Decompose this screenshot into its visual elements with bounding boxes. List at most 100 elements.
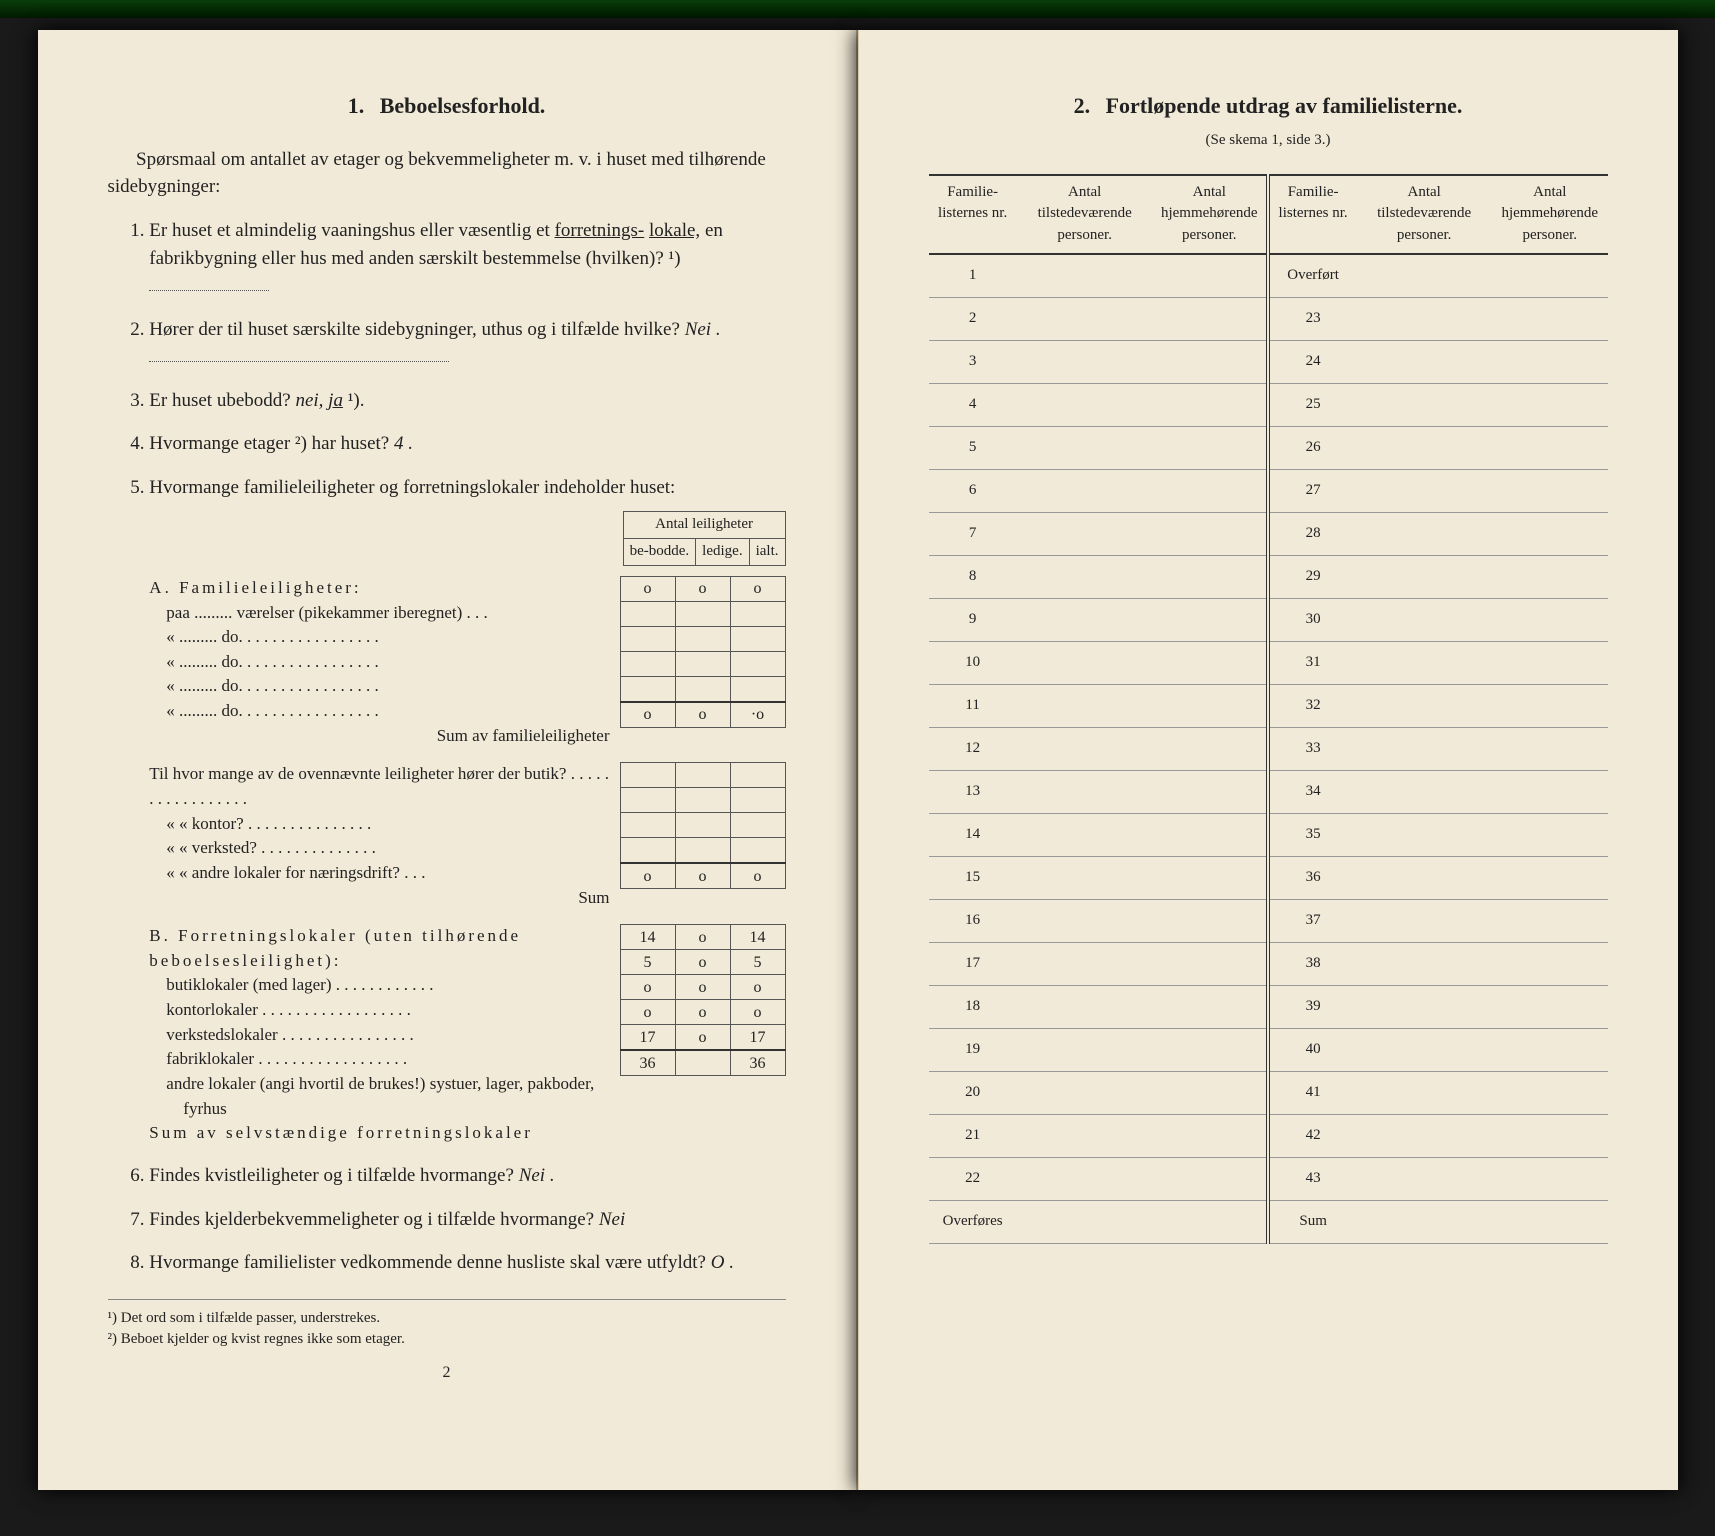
row-num-right: 38 xyxy=(1268,942,1356,985)
footnotes: ¹) Det ord som i tilfælde passer, unders… xyxy=(108,1299,786,1352)
q1-blank xyxy=(149,290,269,291)
section-a-title: A. Familieleiligheter: xyxy=(149,576,609,601)
footnote-1: ¹) Det ord som i tilfælde passer, unders… xyxy=(108,1308,786,1330)
footnote-2: ²) Beboet kjelder og kvist regnes ikke s… xyxy=(108,1329,786,1351)
table-row: 1738 xyxy=(929,942,1608,985)
table-row: 1 Overført xyxy=(929,254,1608,298)
row-num-right: 29 xyxy=(1268,555,1356,598)
table-row: 1536 xyxy=(929,856,1608,899)
row-num-left: 9 xyxy=(929,598,1017,641)
question-5: Hvormange familieleiligheter og forretni… xyxy=(149,474,785,1146)
row-num-right: Sum xyxy=(1268,1200,1356,1243)
table-row: Overføres Sum xyxy=(929,1200,1608,1243)
row-num-right: 28 xyxy=(1268,512,1356,555)
table-row: 5 26 xyxy=(929,426,1608,469)
right-heading: 2. Fortløpende utdrag av familielisterne… xyxy=(929,90,1608,122)
row-num-right: 35 xyxy=(1268,813,1356,856)
page-left: 1. Beboelsesforhold. Spørsmaal om antall… xyxy=(38,30,858,1490)
table-row: 11 32 xyxy=(929,684,1608,727)
row-num-right: 32 xyxy=(1268,684,1356,727)
row-num-left: 7 xyxy=(929,512,1017,555)
table-row: 13 34 xyxy=(929,770,1608,813)
table-row: 14 35 xyxy=(929,813,1608,856)
right-section-num: 2. xyxy=(1074,93,1091,118)
section-b-title: B. Forretningslokaler (uten tilhørende b… xyxy=(149,924,609,973)
page-number-left: 2 xyxy=(108,1361,786,1384)
question-list: Er huset et almindelig vaaningshus eller… xyxy=(108,217,786,1277)
table-row: 2041 xyxy=(929,1071,1608,1114)
row-num-left: 22 xyxy=(929,1157,1017,1200)
leiligheter-header: Antal leiligheter be-bodde. ledige. ialt… xyxy=(623,511,786,566)
left-section-title: Beboelsesforhold. xyxy=(380,93,546,118)
q8-answer: O . xyxy=(711,1252,734,1273)
mid-cells: ooo xyxy=(620,762,786,889)
row-num-right: 30 xyxy=(1268,598,1356,641)
table-row: 1940 xyxy=(929,1028,1608,1071)
table-row: 21 42 xyxy=(929,1114,1608,1157)
row-num-right: 43 xyxy=(1268,1157,1356,1200)
table-row: 627 xyxy=(929,469,1608,512)
row-num-left: 19 xyxy=(929,1028,1017,1071)
q2-answer: Nei . xyxy=(685,319,721,340)
table-row: 8 29 xyxy=(929,555,1608,598)
table-row: 1637 xyxy=(929,899,1608,942)
row-num-right: 42 xyxy=(1268,1114,1356,1157)
table-row: 22 43 xyxy=(929,1157,1608,1200)
row-num-left: 14 xyxy=(929,813,1017,856)
question-2: Hører der til huset særskilte sidebygnin… xyxy=(149,316,785,371)
question-4: Hvormange etager ²) har huset? 4 . xyxy=(149,430,785,458)
row-num-left: Overføres xyxy=(929,1200,1017,1243)
row-num-left: 3 xyxy=(929,340,1017,383)
row-num-left: 13 xyxy=(929,770,1017,813)
row-num-left: 12 xyxy=(929,727,1017,770)
row-num-right: 27 xyxy=(1268,469,1356,512)
table-row: 2 23 xyxy=(929,297,1608,340)
section-b-cells: 14o14 5o5 ooo ooo 17o17 3636 xyxy=(620,924,786,1076)
row-num-left: 18 xyxy=(929,985,1017,1028)
row-num-right: 26 xyxy=(1268,426,1356,469)
section-a-cells: ooo oo·o xyxy=(620,576,786,728)
page-right: 2. Fortløpende utdrag av familielisterne… xyxy=(858,30,1678,1490)
q7-answer: Nei xyxy=(599,1209,625,1230)
page-spread: 1. Beboelsesforhold. Spørsmaal om antall… xyxy=(0,18,1715,1490)
row-num-left: 15 xyxy=(929,856,1017,899)
row-num-left: 5 xyxy=(929,426,1017,469)
row-num-right: Overført xyxy=(1268,254,1356,298)
top-bar xyxy=(0,0,1715,18)
row-num-left: 21 xyxy=(929,1114,1017,1157)
row-num-right: 36 xyxy=(1268,856,1356,899)
right-section-title: Fortløpende utdrag av familielisterne. xyxy=(1106,93,1463,118)
row-num-right: 31 xyxy=(1268,641,1356,684)
row-num-left: 20 xyxy=(929,1071,1017,1114)
row-num-right: 41 xyxy=(1268,1071,1356,1114)
row-num-left: 4 xyxy=(929,383,1017,426)
row-num-right: 24 xyxy=(1268,340,1356,383)
row-num-left: 17 xyxy=(929,942,1017,985)
q6-answer: Nei . xyxy=(519,1165,555,1186)
row-num-left: 16 xyxy=(929,899,1017,942)
q4-answer: 4 . xyxy=(394,433,413,454)
table-row: 12 33 xyxy=(929,727,1608,770)
question-6: Findes kvistleiligheter og i tilfælde hv… xyxy=(149,1162,785,1190)
row-num-left: 2 xyxy=(929,297,1017,340)
row-num-right: 25 xyxy=(1268,383,1356,426)
family-table: Familie-listernes nr. Antal tilstedevære… xyxy=(929,174,1608,1244)
row-num-left: 10 xyxy=(929,641,1017,684)
row-num-right: 39 xyxy=(1268,985,1356,1028)
table-row: 7 28 xyxy=(929,512,1608,555)
table-row: 9 30 xyxy=(929,598,1608,641)
left-section-num: 1. xyxy=(348,93,365,118)
row-num-right: 23 xyxy=(1268,297,1356,340)
question-8: Hvormange familielister vedkommende denn… xyxy=(149,1249,785,1277)
table-row: 10 31 xyxy=(929,641,1608,684)
row-num-left: 1 xyxy=(929,254,1017,298)
row-num-left: 8 xyxy=(929,555,1017,598)
intro-text: Spørsmaal om antallet av etager og bekve… xyxy=(108,146,786,201)
question-1: Er huset et almindelig vaaningshus eller… xyxy=(149,217,785,300)
row-num-right: 33 xyxy=(1268,727,1356,770)
row-num-left: 11 xyxy=(929,684,1017,727)
row-num-right: 40 xyxy=(1268,1028,1356,1071)
right-subtitle: (Se skema 1, side 3.) xyxy=(929,130,1608,152)
row-num-right: 34 xyxy=(1268,770,1356,813)
table-row: 3 24 xyxy=(929,340,1608,383)
